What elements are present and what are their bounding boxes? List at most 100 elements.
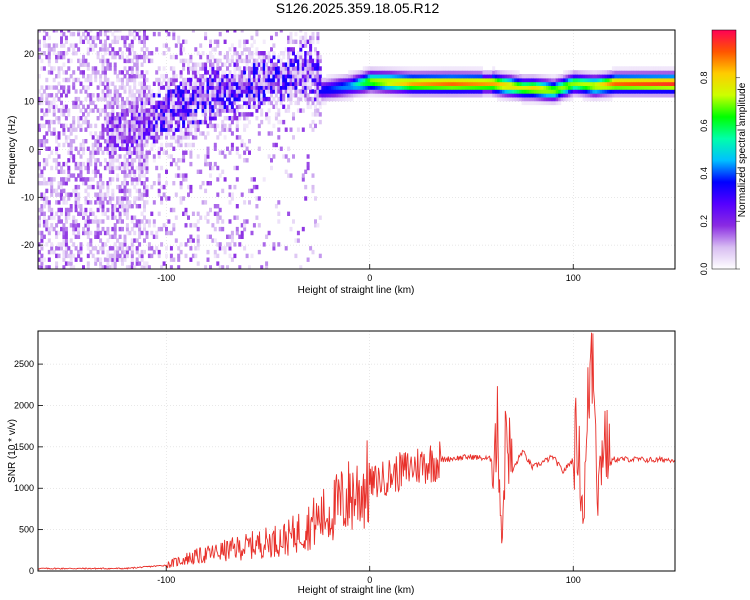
spectrogram-cell xyxy=(130,150,134,155)
spectrogram-cell xyxy=(384,74,388,79)
spectrogram-cell xyxy=(228,104,232,109)
spectrogram-cell xyxy=(121,242,124,247)
spectrogram-cell xyxy=(143,265,146,269)
spectrogram-cell xyxy=(250,66,254,71)
spectrogram-cell xyxy=(135,223,139,228)
spectrogram-cell xyxy=(172,35,176,41)
spectrogram-cell xyxy=(252,58,256,64)
spectrogram-cell xyxy=(138,158,142,163)
spectrogram-cell xyxy=(189,66,193,71)
spectrogram-cell xyxy=(282,51,286,56)
spectrogram-cell xyxy=(143,158,146,163)
spectrogram-cell xyxy=(121,35,124,41)
spectrogram-cell xyxy=(607,77,610,83)
spectrogram-cell xyxy=(177,135,181,140)
spectrogram-cell xyxy=(169,100,173,106)
spectrogram-cell xyxy=(40,66,44,71)
spectrogram-cell xyxy=(108,169,112,174)
spectrogram-cell xyxy=(40,211,44,216)
spectrogram-cell xyxy=(218,215,222,220)
spectrogram-cell xyxy=(165,119,168,125)
spectrogram-cell xyxy=(206,181,210,186)
spectrogram-cell xyxy=(546,100,549,106)
spectrogram-cell xyxy=(228,246,232,251)
spectrogram-cell xyxy=(111,165,115,171)
spectrogram-cell xyxy=(143,223,146,228)
spectrogram-cell xyxy=(423,81,427,86)
spectrogram-cell xyxy=(458,70,462,75)
spectrogram-cell xyxy=(172,31,176,37)
spectrogram-cell xyxy=(670,77,674,83)
spectrogram-cell xyxy=(555,77,559,83)
spectrogram-cell xyxy=(145,123,149,129)
spectrogram-cell xyxy=(128,85,132,90)
spectrogram-cell xyxy=(101,150,105,155)
spectrogram-cell xyxy=(50,211,54,216)
spectrogram-cell xyxy=(404,70,408,75)
spectrogram-cell xyxy=(636,85,640,90)
spectrogram-cell xyxy=(565,74,569,79)
spectrogram-cell xyxy=(86,219,90,224)
spectrogram-cell xyxy=(52,112,56,117)
spectrogram-cell xyxy=(103,93,107,98)
spectrogram-cell xyxy=(209,234,212,239)
snr-plot-area xyxy=(38,331,675,571)
spectrogram-cell xyxy=(211,104,215,109)
spectrogram-cell xyxy=(84,165,88,171)
spectrogram-cell xyxy=(350,77,354,83)
spectrogram-cell xyxy=(345,81,349,86)
spectrogram-cell xyxy=(233,116,237,121)
spectrogram-cell xyxy=(477,93,481,98)
spectrogram-cell xyxy=(575,74,579,79)
spectrogram-cell xyxy=(414,70,418,75)
spectrogram-cell xyxy=(318,58,322,64)
spectrogram-cell xyxy=(419,93,422,98)
spectrogram-cell xyxy=(521,89,525,94)
spectrogram-cell xyxy=(233,74,237,79)
spectrogram-cell xyxy=(99,39,103,44)
spectrogram-cell xyxy=(152,139,156,144)
spectrogram-cell xyxy=(64,234,68,239)
spectrogram-cell xyxy=(101,226,105,232)
spectrogram-cell xyxy=(118,204,122,209)
spectrogram-cell xyxy=(128,31,132,37)
spectrogram-cell xyxy=(165,123,168,129)
spectrogram-cell xyxy=(318,215,322,220)
spectrogram-cell xyxy=(145,70,149,75)
spectrogram-cell xyxy=(563,77,567,83)
spectrogram-cell xyxy=(177,246,181,251)
spectrogram-cell xyxy=(216,77,220,83)
spectrogram-cell xyxy=(270,58,273,64)
spectrogram-cell xyxy=(467,85,471,90)
spectrogram-cell xyxy=(621,89,625,94)
spectrogram-cell xyxy=(147,96,151,102)
spectrogram-cell xyxy=(128,169,132,174)
spectrogram-cell xyxy=(50,181,54,186)
spectrogram-cell xyxy=(47,108,51,113)
spectrogram-cell xyxy=(45,226,49,232)
spectrogram-cell xyxy=(357,81,361,86)
spectrogram-cell xyxy=(106,62,110,67)
spectrogram-cell xyxy=(77,66,81,71)
spectrogram-cell xyxy=(60,31,63,37)
spectrogram-cell xyxy=(594,77,598,83)
spectrogram-cell xyxy=(299,58,303,64)
spectrogram-cell xyxy=(230,96,234,102)
spectrogram-cell xyxy=(209,207,212,213)
spectrogram-cell xyxy=(475,85,479,90)
spectrogram-cell xyxy=(604,93,608,98)
spectrogram-cell xyxy=(475,66,479,71)
spectrogram-cell xyxy=(91,100,95,106)
spectrogram-cell xyxy=(304,169,308,174)
spectrogram-cell xyxy=(460,74,464,79)
spectrogram-cell xyxy=(367,66,371,71)
spectrogram-cell xyxy=(106,253,110,259)
spectrogram-cell xyxy=(521,100,525,106)
spectrogram-cell xyxy=(40,93,44,98)
spectrogram-cell xyxy=(279,77,283,83)
spectrogram-cell xyxy=(113,93,117,98)
spectrogram-cell xyxy=(55,58,59,64)
spectrogram-cell xyxy=(658,81,662,86)
spectrogram-cell xyxy=(145,150,149,155)
spectrogram-cell xyxy=(248,150,251,155)
